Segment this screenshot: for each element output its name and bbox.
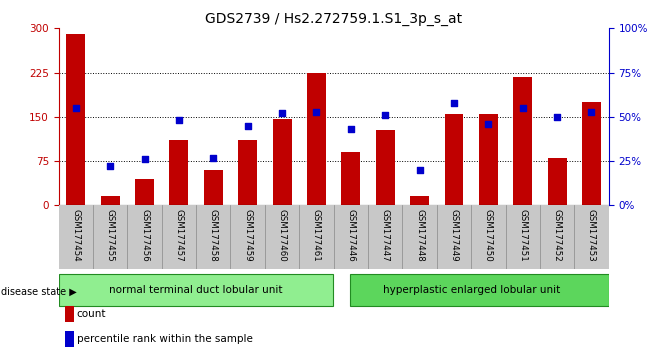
Point (105, 164, 115, 169)
Bar (513, 77, 532, 205)
Bar (273, 119, 292, 205)
Point (242, 123, 253, 129)
FancyBboxPatch shape (59, 274, 333, 306)
Point (139, 156, 150, 162)
Text: GSM177450: GSM177450 (484, 209, 493, 261)
Point (587, 109, 597, 114)
Text: disease state ▶: disease state ▶ (1, 287, 76, 297)
Bar (445, 114, 464, 205)
Bar (410, 196, 429, 205)
Text: GSM177460: GSM177460 (277, 209, 286, 261)
Point (311, 109, 322, 114)
Bar (341, 152, 360, 205)
Bar (547, 158, 566, 205)
Text: GSM177461: GSM177461 (312, 209, 321, 261)
Text: GSM177459: GSM177459 (243, 209, 252, 261)
Bar (169, 141, 188, 205)
Text: GSM177457: GSM177457 (174, 209, 184, 261)
Text: GSM177446: GSM177446 (346, 209, 355, 261)
Text: GSM177454: GSM177454 (71, 209, 80, 261)
Text: GSM177448: GSM177448 (415, 209, 424, 261)
Text: GSM177458: GSM177458 (209, 209, 218, 261)
Bar (135, 179, 154, 205)
Point (277, 110, 287, 116)
Text: GSM177451: GSM177451 (518, 209, 527, 261)
Bar (479, 114, 498, 205)
Point (518, 105, 528, 111)
Text: percentile rank within the sample: percentile rank within the sample (77, 334, 253, 344)
Text: GSM177452: GSM177452 (553, 209, 562, 261)
Bar (66, 34, 85, 205)
Point (415, 167, 425, 173)
Point (346, 126, 356, 132)
Bar (204, 170, 223, 205)
Text: GSM177447: GSM177447 (381, 209, 390, 261)
Point (380, 112, 391, 118)
Point (70, 105, 81, 111)
Point (174, 118, 184, 123)
Point (208, 155, 219, 160)
Text: GSM177449: GSM177449 (449, 209, 458, 261)
Bar (101, 196, 120, 205)
Title: GDS2739 / Hs2.272759.1.S1_3p_s_at: GDS2739 / Hs2.272759.1.S1_3p_s_at (205, 12, 462, 26)
FancyBboxPatch shape (350, 274, 609, 306)
Text: GSM177453: GSM177453 (587, 209, 596, 261)
Bar (238, 141, 257, 205)
Bar (307, 73, 326, 205)
Text: GSM177456: GSM177456 (140, 209, 149, 261)
Text: GSM177455: GSM177455 (105, 209, 115, 261)
Point (483, 121, 493, 127)
Point (449, 100, 459, 105)
Text: count: count (77, 309, 106, 319)
Text: hyperplastic enlarged lobular unit: hyperplastic enlarged lobular unit (383, 285, 560, 295)
Point (552, 114, 562, 120)
Bar (376, 130, 395, 205)
Bar (582, 102, 601, 205)
Text: normal terminal duct lobular unit: normal terminal duct lobular unit (109, 285, 283, 295)
